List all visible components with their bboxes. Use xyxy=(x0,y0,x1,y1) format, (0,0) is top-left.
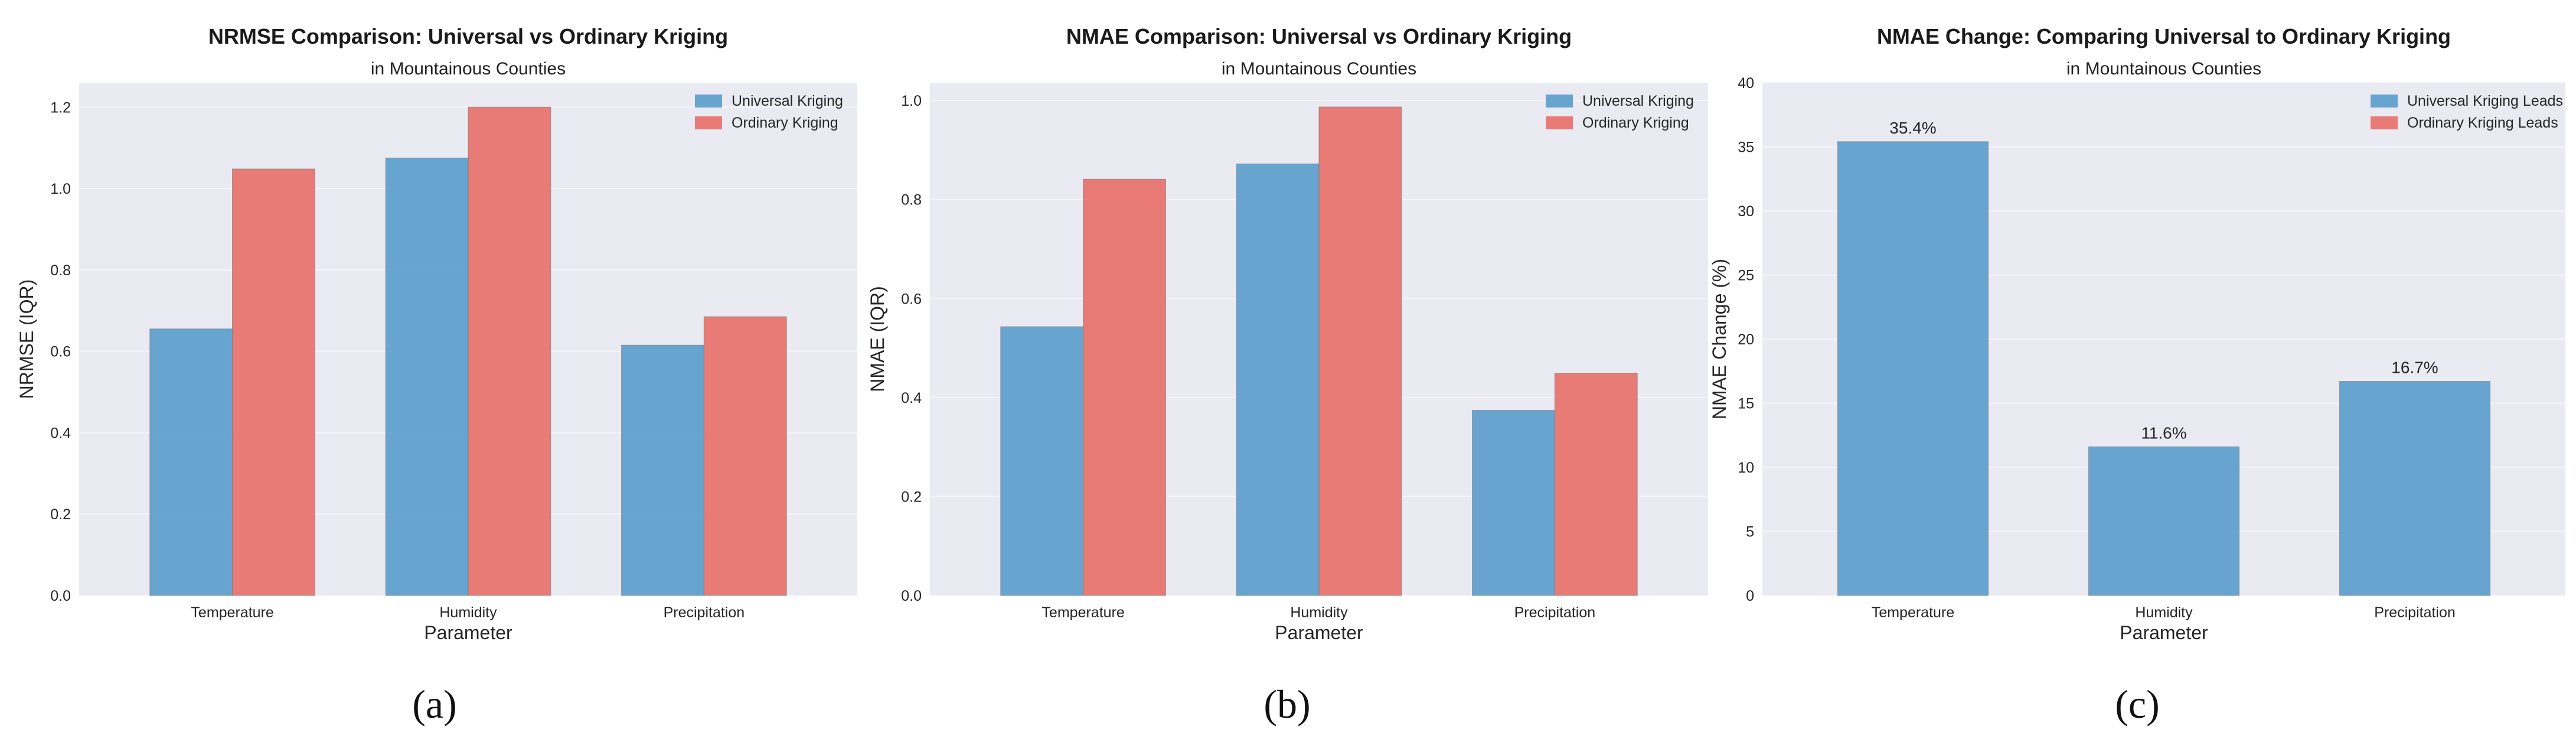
x-tick-label: Temperature xyxy=(1041,604,1124,621)
x-tick-label: Precipitation xyxy=(2374,604,2456,621)
y-tick-label: 25 xyxy=(1738,268,1754,284)
y-tick-label: 0.0 xyxy=(50,588,71,604)
panel-caption: (a) xyxy=(412,682,456,727)
x-tick-label: Humidity xyxy=(2135,604,2193,621)
y-tick-label: 0.4 xyxy=(50,425,71,441)
x-tick-label: Precipitation xyxy=(664,604,745,621)
legend-label: Universal Kriging Leads xyxy=(2407,93,2563,109)
y-tick-label: 0 xyxy=(1746,588,1754,604)
legend-label: Ordinary Kriging xyxy=(732,115,838,131)
y-tick-label: 0.4 xyxy=(901,390,922,406)
chart-subtitle: in Mountainous Counties xyxy=(1222,59,1416,79)
bar-universal-temperature xyxy=(149,328,233,596)
y-tick-label: 40 xyxy=(1738,75,1754,92)
bar-ordinary-precipitation xyxy=(1554,373,1638,596)
bar-value-label: 16.7% xyxy=(2391,359,2438,377)
legend-label: Ordinary Kriging Leads xyxy=(2407,115,2558,131)
chart-panel-2: NMAE Change: Comparing Universal to Ordi… xyxy=(1709,24,2565,727)
y-tick-label: 1.0 xyxy=(901,93,922,109)
legend-label: Ordinary Kriging xyxy=(1582,115,1689,131)
chart-panel-1: NMAE Comparison: Universal vs Ordinary K… xyxy=(867,24,1708,727)
chart-title: NRMSE Comparison: Universal vs Ordinary … xyxy=(208,24,728,48)
bar-value-label: 35.4% xyxy=(1889,119,1936,137)
chart-panel-0: NRMSE Comparison: Universal vs Ordinary … xyxy=(16,24,857,727)
x-tick-label: Humidity xyxy=(1290,604,1348,621)
bar-ordinary-temperature xyxy=(232,168,315,596)
y-tick-label: 35 xyxy=(1738,139,1754,156)
y-tick-label: 0.2 xyxy=(901,489,922,505)
legend-swatch-universal xyxy=(1546,95,1573,108)
y-tick-label: 0.8 xyxy=(901,192,922,209)
bar-universal-precipitation xyxy=(1472,410,1555,596)
bar-ordinary-humidity xyxy=(468,106,551,596)
chart-subtitle: in Mountainous Counties xyxy=(2066,59,2261,79)
y-tick-label: 1.0 xyxy=(50,181,71,197)
x-tick-label: Temperature xyxy=(191,604,273,621)
legend-swatch-ordinary xyxy=(695,116,722,129)
y-tick-label: 1.2 xyxy=(50,99,71,116)
bar-ordinary-precipitation xyxy=(703,316,787,596)
legend-swatch-ordinary xyxy=(1546,116,1573,129)
bar-value-label: 11.6% xyxy=(2141,424,2186,442)
y-tick-label: 0.8 xyxy=(50,262,71,279)
bar-universal-humidity xyxy=(2088,446,2240,596)
x-tick-label: Precipitation xyxy=(1514,604,1596,621)
x-axis-label: Parameter xyxy=(424,622,512,643)
bar-universal-precipitation xyxy=(2339,381,2491,596)
x-axis-label: Parameter xyxy=(2120,622,2208,643)
y-axis-label: NMAE Change (%) xyxy=(1709,259,1730,419)
bar-ordinary-temperature xyxy=(1083,178,1166,596)
y-tick-label: 0.2 xyxy=(50,506,71,523)
y-tick-label: 5 xyxy=(1746,524,1754,541)
y-tick-label: 0.6 xyxy=(901,291,922,307)
y-tick-label: 30 xyxy=(1738,203,1754,220)
chart-title: NMAE Comparison: Universal vs Ordinary K… xyxy=(1066,24,1572,48)
legend-label: Universal Kriging xyxy=(732,93,843,109)
y-tick-label: 10 xyxy=(1738,460,1754,476)
chart-title: NMAE Change: Comparing Universal to Ordi… xyxy=(1877,24,2451,48)
legend-swatch-universal xyxy=(695,95,722,108)
bar-universal-humidity xyxy=(1236,163,1320,596)
bar-universal-temperature xyxy=(1000,326,1084,596)
x-axis-label: Parameter xyxy=(1275,622,1363,643)
y-axis-label: NRMSE (IQR) xyxy=(16,279,37,399)
y-axis-label: NMAE (IQR) xyxy=(867,286,888,392)
bar-ordinary-humidity xyxy=(1318,106,1402,596)
panel-caption: (b) xyxy=(1263,682,1310,727)
legend-swatch-ordinary xyxy=(2371,116,2398,129)
x-tick-label: Temperature xyxy=(1872,604,1954,621)
y-tick-label: 0.6 xyxy=(50,344,71,360)
legend-label: Universal Kriging xyxy=(1582,93,1694,109)
bar-universal-humidity xyxy=(385,157,469,596)
chart-subtitle: in Mountainous Counties xyxy=(371,59,566,79)
legend-swatch-universal xyxy=(2371,95,2398,108)
panel-caption: (c) xyxy=(2115,682,2159,727)
bar-universal-temperature xyxy=(1837,141,1989,596)
y-tick-label: 20 xyxy=(1738,331,1754,348)
y-tick-label: 0.0 xyxy=(901,588,922,604)
y-tick-label: 15 xyxy=(1738,396,1754,412)
x-tick-label: Humidity xyxy=(439,604,497,621)
bar-universal-precipitation xyxy=(621,344,704,596)
